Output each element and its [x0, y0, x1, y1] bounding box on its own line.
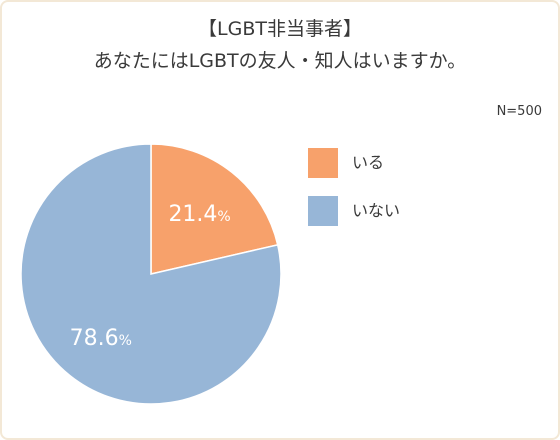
pie-value-labels: 21.4% 78.6% [70, 202, 231, 351]
pie-label-inai: 78.6% [70, 326, 132, 351]
pie-slice-iru [150, 143, 279, 275]
sample-size: N=500 [496, 104, 542, 119]
legend-label-inai: いない [352, 201, 401, 220]
legend-swatch-iru [308, 148, 338, 178]
chart-title-line-1: 【LGBT非当事者】 [198, 18, 362, 40]
pie-slice-inai [20, 143, 282, 405]
legend-swatch-inai [308, 196, 338, 226]
pie-label-iru: 21.4% [168, 202, 230, 227]
pie-slices [20, 143, 282, 405]
chart-title-line-2: あなたにはLGBTの友人・知人はいますか。 [93, 50, 467, 72]
legend-label-iru: いる [352, 153, 385, 172]
